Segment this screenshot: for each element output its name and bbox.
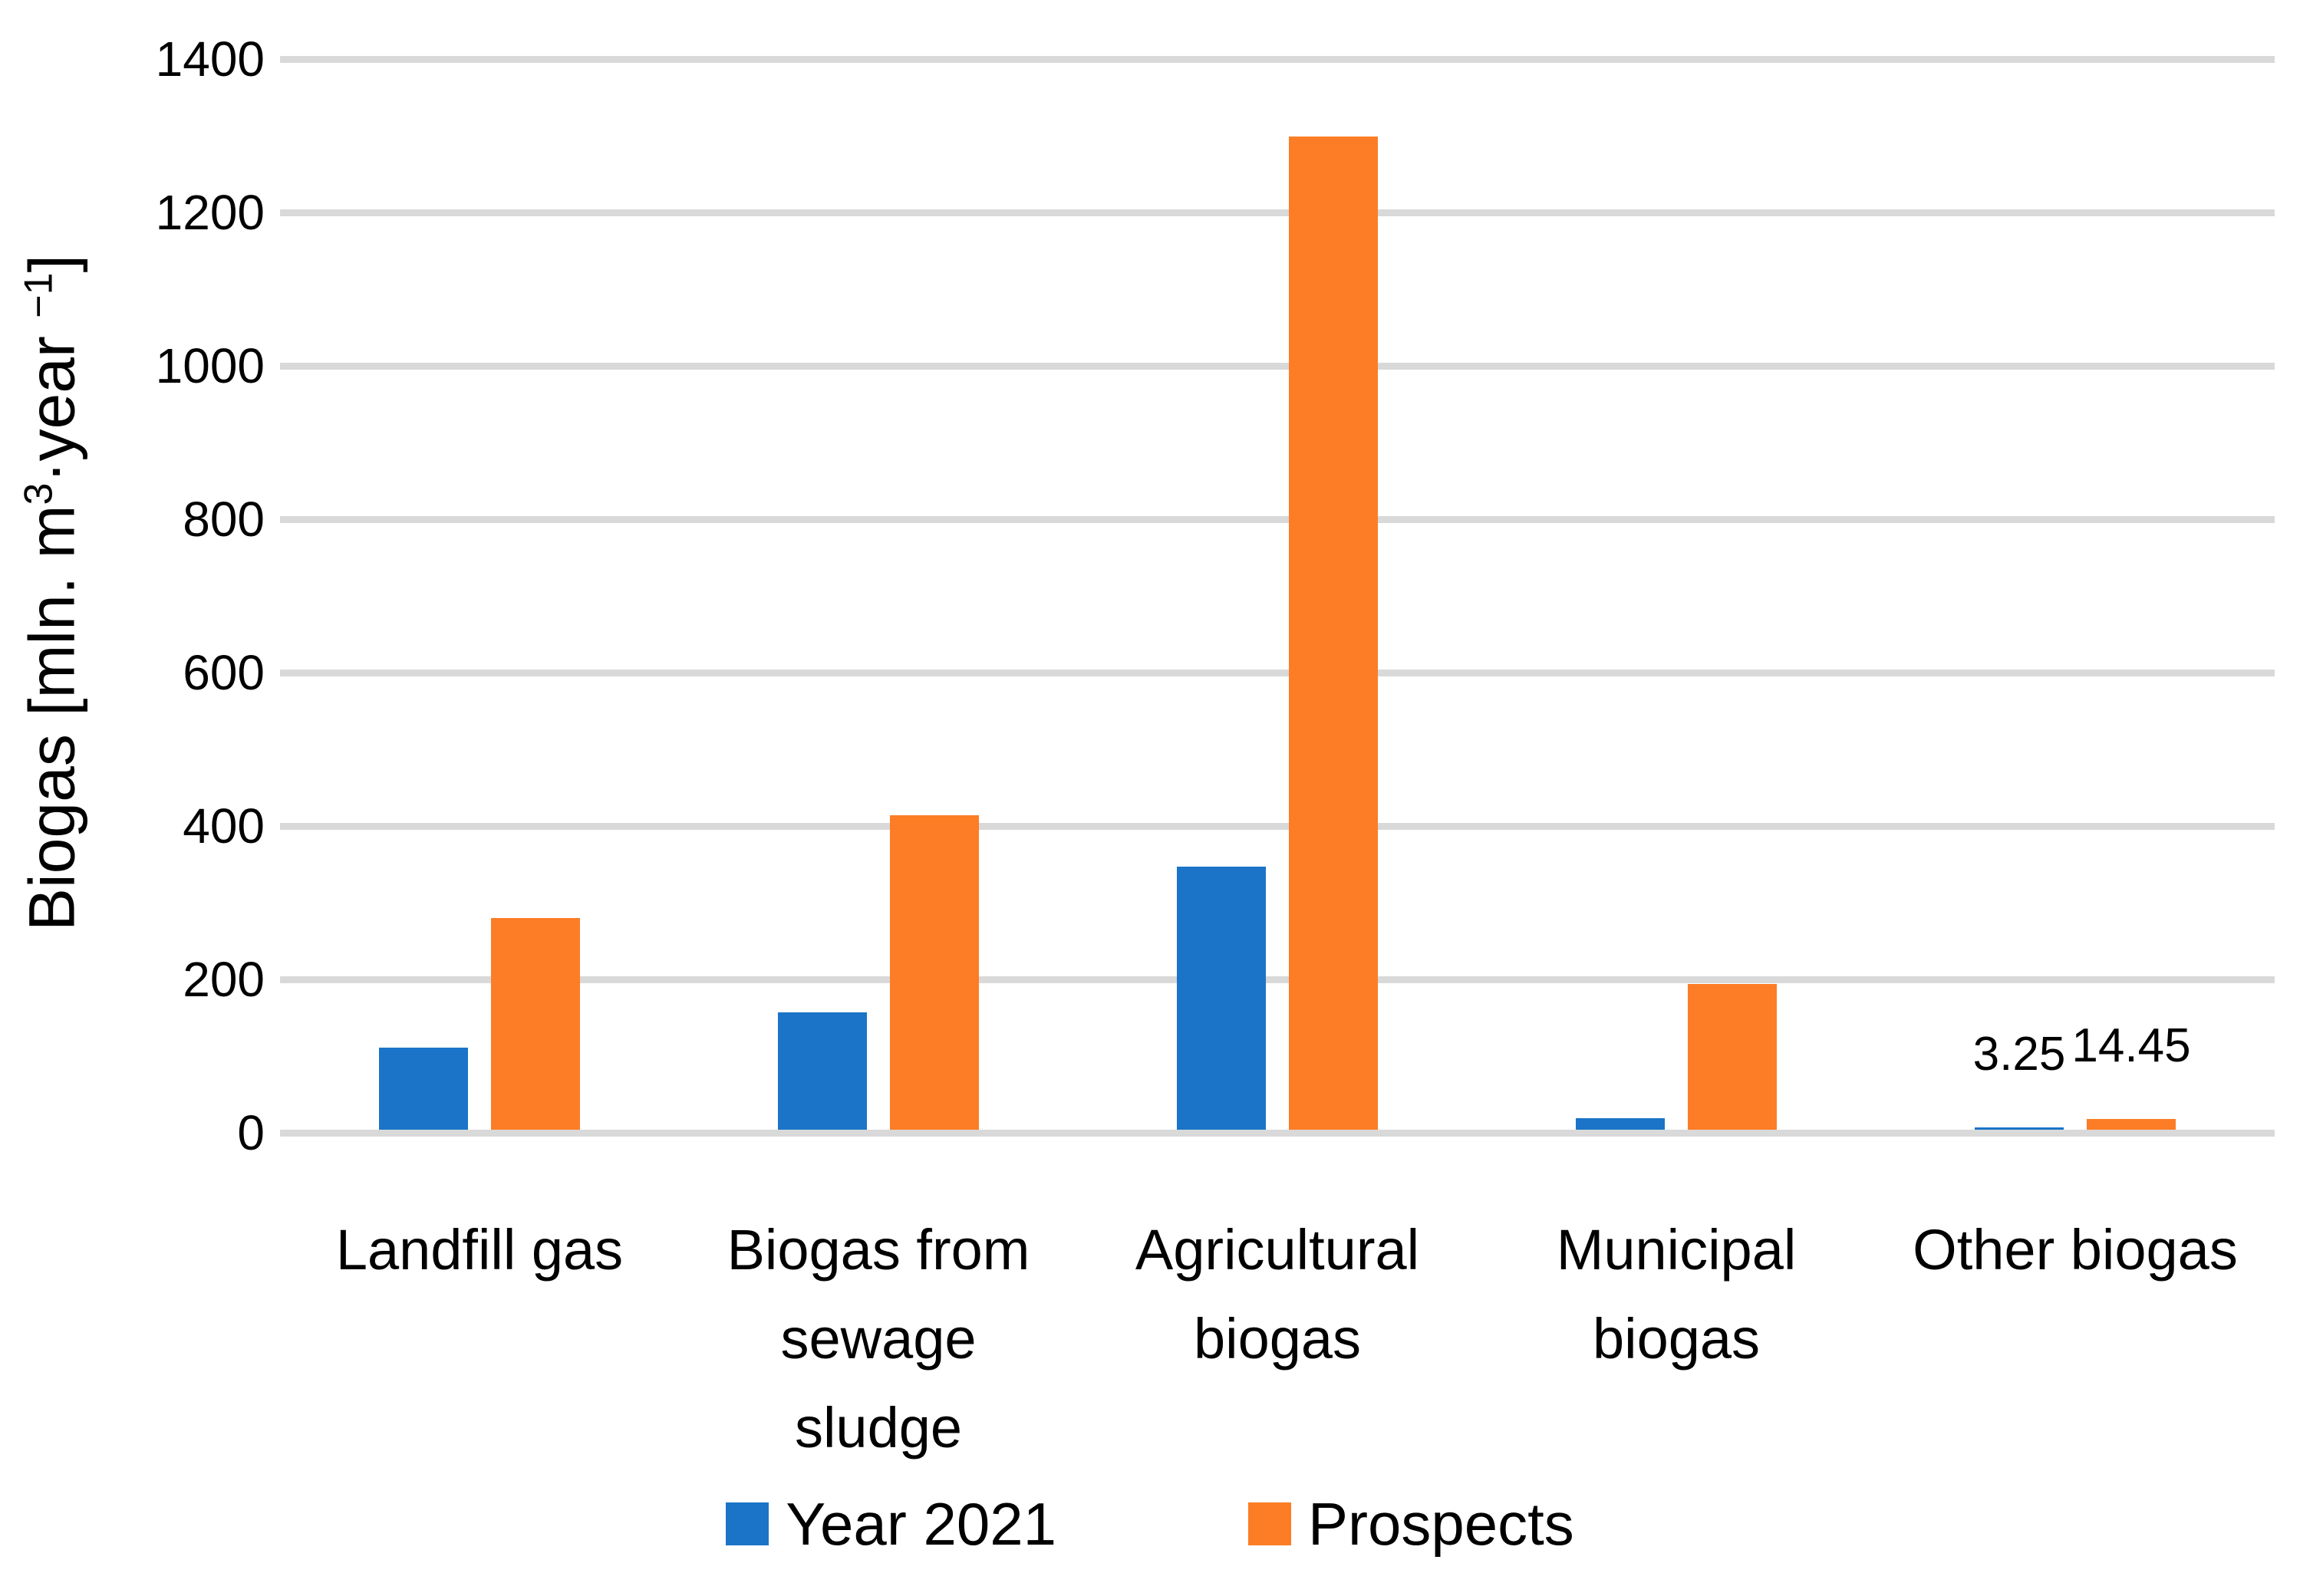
legend-item-prospects: Prospects — [1247, 1489, 1574, 1558]
legend-swatch-prospects — [1247, 1502, 1291, 1545]
legend-swatch-year2021 — [726, 1502, 769, 1545]
category-label-line: Biogas from — [727, 1218, 1030, 1282]
legend-item-year2021: Year 2021 — [726, 1489, 1056, 1558]
bar-year2021-3 — [1576, 1118, 1665, 1130]
category-label-line: sludge — [794, 1396, 963, 1459]
y-tick-label-1000: 1000 — [155, 338, 265, 393]
bar-year2021-2 — [1177, 867, 1266, 1130]
legend-label: Year 2021 — [786, 1490, 1056, 1558]
y-tick-label-400: 400 — [183, 798, 265, 854]
bar-year2021-4 — [1975, 1127, 2064, 1130]
y-axis-title-superscript: −1 — [16, 272, 61, 318]
gridline-0 — [280, 1130, 2275, 1137]
category-label-line: Other biogas — [1913, 1218, 2238, 1282]
y-tick-label-600: 600 — [183, 645, 265, 700]
bar-prospects-3 — [1688, 984, 1777, 1130]
y-tick-label-0: 0 — [237, 1105, 265, 1160]
y-tick-label-200: 200 — [183, 952, 265, 1007]
y-tick-label-1400: 1400 — [155, 31, 265, 87]
bar-prospects-2 — [1289, 137, 1378, 1130]
gridline-800 — [280, 516, 2275, 523]
gridline-1000 — [280, 363, 2275, 370]
bar-year2021-0 — [379, 1048, 468, 1130]
category-label-1: Biogas from sewage sludge — [679, 1206, 1078, 1473]
bar-prospects-0 — [491, 918, 580, 1130]
y-tick-label-800: 800 — [183, 492, 265, 547]
category-label-line: Landfill gas — [335, 1218, 624, 1282]
plot-area — [280, 56, 2275, 1137]
category-label-2: Agricultural biogas — [1078, 1206, 1477, 1384]
gridline-400 — [280, 823, 2275, 830]
gridline-1400 — [280, 56, 2275, 63]
category-label-line: biogas — [1193, 1307, 1362, 1371]
legend: Year 2021 Prospects — [0, 1489, 2300, 1558]
category-label-line: biogas — [1592, 1307, 1761, 1371]
bar-value-label-prospects: 14.45 — [2071, 1018, 2191, 1072]
bar-year2021-1 — [778, 1012, 867, 1130]
category-label-3: Municipal biogas — [1477, 1206, 1876, 1384]
bar-prospects-4 — [2087, 1119, 2176, 1130]
bar-value-label-year2021: 3.25 — [1972, 1027, 2066, 1081]
gridline-600 — [280, 670, 2275, 676]
category-label-line: Municipal — [1556, 1218, 1797, 1282]
category-label-4: Other biogas — [1876, 1206, 2275, 1295]
y-tick-label-1200: 1200 — [155, 185, 265, 240]
gridline-1200 — [280, 209, 2275, 216]
category-label-line: Agricultural — [1135, 1218, 1420, 1282]
category-label-line: sewage — [780, 1307, 977, 1371]
category-label-0: Landfill gas — [280, 1206, 679, 1295]
legend-label: Prospects — [1307, 1490, 1574, 1558]
gridline-200 — [280, 976, 2275, 983]
bar-prospects-1 — [890, 815, 979, 1130]
